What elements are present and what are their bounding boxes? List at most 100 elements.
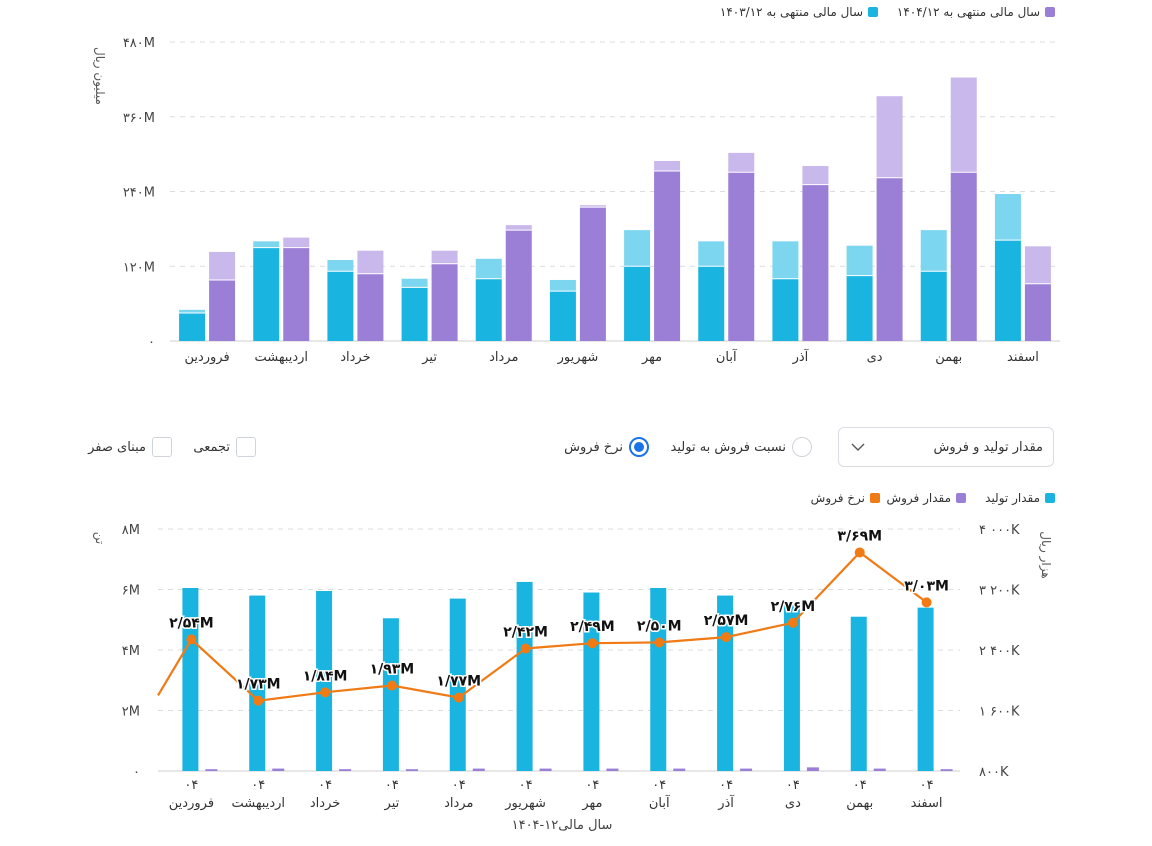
legend-swatch-1403 [868,7,878,17]
x-tick-label: آذر [717,794,735,811]
legend-item-sales[interactable]: مقدار فروش [886,491,966,505]
metric-select-label: مقدار تولید و فروش [933,439,1043,455]
sales-bar [873,768,886,771]
sales-rate-point [253,695,264,706]
x-tick-label: آذر [792,348,810,365]
x-axis-title: سال مالی۱۲-۱۴۰۴ [512,818,613,833]
x-tick-label: اردیبهشت [231,796,285,811]
bar-segment-light [1024,246,1051,284]
bar-segment-light [179,309,206,313]
sales-rate-data-label: ۲/۴۹M [570,619,615,635]
bar-segment-light [431,250,458,264]
x-tick-label: اردیبهشت [254,350,308,365]
x-tick-label: آبان [716,348,738,365]
production-bar [249,595,266,771]
bar-segment-light [950,77,977,173]
checkbox-cumulative-box[interactable] [236,437,256,457]
sales-rate-data-label: ۲/۵۰M [637,618,682,634]
y-tick-label: ۴۸۰M [123,36,155,51]
metric-select[interactable]: مقدار تولید و فروش [838,427,1054,467]
sales-rate-data-label: ۱/۷۳M [236,677,281,693]
bar-segment-light [802,165,829,185]
sales-rate-point [320,687,331,698]
sales-rate-point [186,634,197,645]
bar [253,247,280,341]
y-tick-label: ۳۶۰M [123,111,155,126]
bar [179,312,206,341]
sales-bar [272,768,285,771]
checkbox-zero-base-box[interactable] [152,437,172,457]
production-bar [583,592,600,771]
production-bar [316,591,333,771]
legend-item-1403[interactable]: سال مالی منتهی به ۱۴۰۳/۱۲ [720,5,878,19]
sales-rate-data-label: ۱/۷۷M [436,674,481,690]
x-tick-label: آبان [649,794,671,811]
sales-rate-data-label: ۱/۸۴M [303,668,348,684]
bar-segment-light [772,241,799,279]
x-tick-year-label: ۰۴ [519,778,533,793]
y2-tick-label: ۱ ۶۰۰K [979,705,1020,720]
radio-sales-rate-label: نرخ فروش [564,439,623,455]
sales-rate-data-label: ۲/۵۷M [704,613,749,629]
y-axis-title: تن [92,532,107,544]
legend-label-rate: نرخ فروش [810,491,865,505]
legend-item-1404[interactable]: سال مالی منتهی به ۱۴۰۴/۱۲ [897,5,1055,19]
bar-segment-light [253,241,280,248]
radio-sales-ratio-circle[interactable] [792,437,812,457]
bar-segment-light [209,251,236,280]
x-tick-year-label: ۰۴ [719,778,733,793]
bar [357,273,384,341]
bar [505,230,532,341]
y2-tick-label: ۳ ۲۰۰K [979,584,1020,599]
sales-rate-point [587,638,598,649]
x-tick-year-label: ۰۴ [385,778,399,793]
bar [698,266,725,341]
bar-segment-light [994,193,1021,241]
bar-segment-light [505,225,532,231]
x-tick-year-label: ۰۴ [251,778,265,793]
bar [624,266,651,341]
bar [431,263,458,341]
x-tick-label: اسفند [1007,350,1039,365]
y-axis-title: میلیون ریال [92,47,107,105]
production-bar [650,587,667,771]
bar-segment-light [283,237,310,248]
x-tick-label: بهمن [846,796,873,811]
x-tick-label: مرداد [444,796,473,811]
sales-rate-point [654,637,665,648]
bar [579,207,606,341]
y-tick-label: ۸M [122,523,140,538]
sales-rate-point [787,617,798,628]
legend-item-production[interactable]: مقدار تولید [985,491,1055,505]
bar-segment-light [846,245,873,276]
bar-segment-light [920,230,947,272]
radio-sales-rate-circle[interactable] [629,437,649,457]
radio-sales-ratio-label: نسبت فروش به تولید [670,439,786,455]
legend-label-1404: سال مالی منتهی به ۱۴۰۴/۱۲ [896,5,1040,19]
bar [1024,283,1051,341]
bar [475,278,502,341]
bar-segment-light [401,278,428,288]
legend-item-rate[interactable]: نرخ فروش [811,491,880,505]
sales-rate-data-label: ۲/۷۶M [771,599,816,615]
y-tick-label: ۲M [122,705,140,720]
y-tick-label: ۰ [148,335,155,350]
bar [654,170,681,341]
radio-sales-ratio[interactable]: نسبت فروش به تولید [671,437,812,457]
x-tick-label: مهر [581,796,602,811]
chevron-down-icon [851,443,865,451]
checkbox-zero-base[interactable]: مبنای صفر [88,437,172,457]
checkbox-cumulative[interactable]: تجمعی [193,437,256,457]
sales-bar [472,768,485,771]
sales-rate-data-label: ۲/۴۲M [503,624,548,640]
bar-segment-light [549,279,576,292]
radio-sales-rate[interactable]: نرخ فروش [564,437,649,457]
sales-rate-point [520,643,531,654]
y2-axis-title: هزار ریال [1038,531,1053,578]
sales-bar [606,768,619,771]
checkbox-zero-base-label: مبنای صفر [88,439,146,455]
bar [401,287,428,341]
sales-rate-point [921,597,932,608]
bar [209,279,236,341]
checkbox-cumulative-label: تجمعی [193,439,230,455]
